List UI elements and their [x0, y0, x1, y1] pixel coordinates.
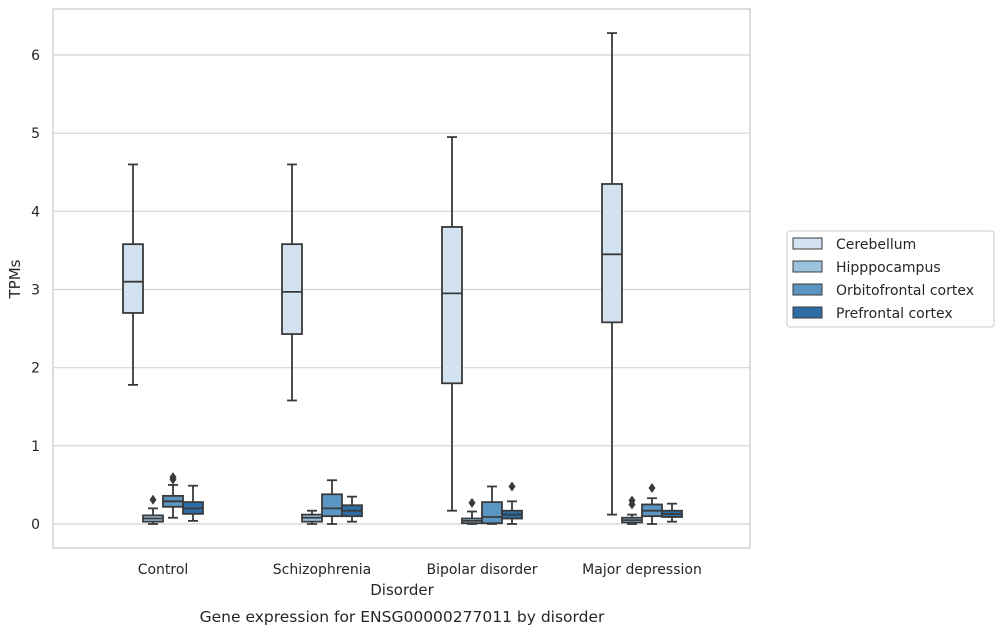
box-iqr: [481, 501, 503, 525]
x-tick-label: Bipolar disorder: [426, 562, 537, 578]
legend-label: Cerebellum: [836, 237, 916, 253]
outlier-point: [508, 481, 516, 492]
y-tick-label: 2: [31, 361, 40, 377]
outlier-point: [169, 472, 177, 483]
box-cerebellum-0: [122, 163, 144, 386]
box-orbitofrontal-cortex-0: [162, 472, 184, 519]
box-hipppocampus-2: [461, 497, 483, 525]
y-tick-label: 5: [31, 126, 40, 142]
x-tick-label: Schizophrenia: [273, 562, 371, 578]
box-iqr: [122, 243, 144, 314]
box-hipppocampus-1: [301, 509, 323, 525]
box-cerebellum-3: [601, 32, 623, 516]
y-tick-label: 0: [31, 517, 40, 533]
legend-swatch: [792, 237, 823, 250]
box-iqr: [281, 243, 303, 335]
box-orbitofrontal-cortex-3: [641, 483, 663, 525]
box-iqr: [601, 183, 623, 324]
box-cerebellum-2: [441, 136, 463, 512]
box-series: [122, 32, 683, 525]
y-axis-tick-labels: 0 1 2 3 4 5 6: [31, 48, 40, 533]
outlier-point: [468, 497, 476, 508]
legend-swatch: [792, 306, 823, 319]
y-tick-label: 1: [31, 439, 40, 455]
legend-frame: [786, 230, 995, 328]
box-iqr: [321, 493, 343, 518]
box-hipppocampus-3: [621, 495, 643, 525]
legend-swatch: [792, 260, 823, 273]
legend-label: Hipppocampus: [836, 260, 941, 276]
x-axis-title: Disorder: [370, 581, 434, 599]
box-cerebellum-1: [281, 163, 303, 402]
figure-caption: Gene expression for ENSG00000277011 by d…: [200, 608, 605, 626]
outlier-point: [628, 495, 636, 506]
x-tick-label: Major depression: [582, 562, 702, 578]
box-prefrontal-cortex-2: [501, 481, 523, 525]
gridlines: [53, 54, 750, 525]
box-hipppocampus-0: [142, 494, 164, 525]
y-tick-label: 3: [31, 283, 40, 299]
y-tick-label: 4: [31, 204, 40, 220]
box-iqr: [441, 226, 463, 385]
box-prefrontal-cortex-3: [661, 502, 683, 523]
box-orbitofrontal-cortex-2: [481, 485, 503, 525]
box-prefrontal-cortex-1: [341, 495, 363, 523]
legend-label: Prefrontal cortex: [836, 306, 953, 322]
outlier-point: [648, 483, 656, 494]
box-prefrontal-cortex-0: [182, 484, 204, 522]
legend-label: Orbitofrontal cortex: [836, 283, 974, 299]
x-axis-tick-labels: Control Schizophrenia Bipolar disorder Majo…: [138, 562, 702, 578]
legend-swatch: [792, 283, 823, 296]
x-tick-label: Control: [138, 562, 189, 578]
legend: Cerebellum Hipppocampus Orbitofrontal cort…: [786, 230, 995, 328]
plot-area-frame: [52, 8, 751, 549]
y-axis-title: TPMs: [6, 259, 24, 299]
y-tick-label: 6: [31, 48, 40, 64]
box-orbitofrontal-cortex-1: [321, 479, 343, 525]
outlier-point: [149, 494, 157, 505]
